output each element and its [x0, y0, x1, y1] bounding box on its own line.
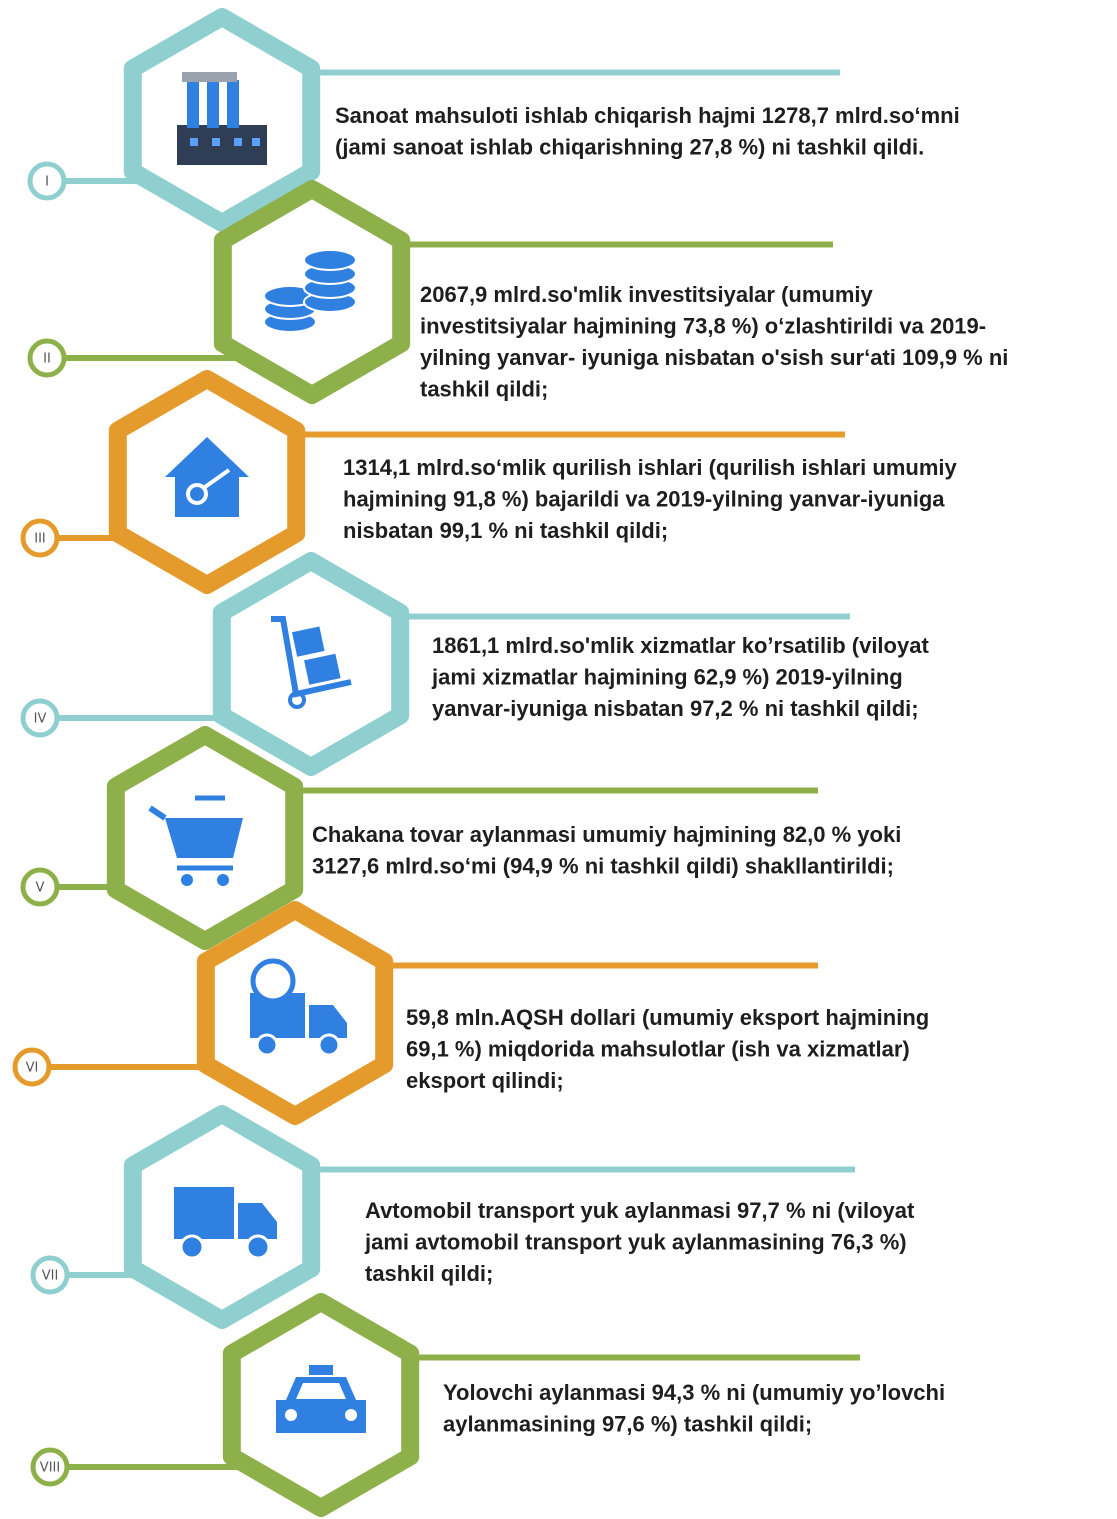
description-line: Sanoat mahsuloti ishlab chiqarish hajmi …	[335, 103, 960, 128]
icon	[309, 1365, 333, 1375]
numeral-circle	[27, 338, 67, 378]
icon	[252, 138, 260, 146]
description-line: investitsiyalar hajmining 73,8 %) o‘zlas…	[420, 313, 986, 338]
description-line: tashkil qildi;	[420, 376, 548, 401]
icon	[250, 958, 296, 1004]
item: VI 59,8 mln.AQSH dollari (umumiy eksport …	[12, 901, 929, 1125]
description-line: 1314,1 mlrd.so‘mlik qurilish ishlari (qu…	[343, 455, 958, 480]
numeral-circle	[20, 698, 60, 738]
icon	[255, 1033, 279, 1057]
icon	[181, 874, 193, 886]
numeral: VIII	[40, 1461, 60, 1476]
numeral-circle	[20, 867, 60, 907]
icon	[296, 1383, 346, 1399]
icon	[238, 1203, 277, 1239]
description-line: 59,8 mln.AQSH dollari (umumiy eksport ha…	[406, 1005, 929, 1030]
description-line: Yolovchi aylanmasi 94,3 % ni (umumiy yo’…	[443, 1380, 945, 1405]
icon	[187, 80, 199, 128]
description-line: jami avtomobil transport yuk aylanmasini…	[364, 1229, 907, 1254]
icon	[271, 616, 352, 698]
icon	[304, 653, 341, 685]
icon	[165, 437, 249, 517]
item: VII Avtomobil transport yuk aylanmasi 97,…	[30, 1105, 915, 1329]
item: III 1314,1 mlrd.so‘mlik qurilish ishlari …	[20, 370, 958, 594]
icon	[203, 468, 231, 489]
numeral: IV	[34, 712, 47, 727]
description-line: tashkil qildi;	[365, 1261, 493, 1286]
icon	[217, 874, 229, 886]
icon	[234, 138, 242, 146]
icon	[148, 805, 167, 821]
numeral: V	[36, 881, 45, 896]
icon	[303, 249, 357, 271]
numeral: I	[45, 175, 49, 190]
description-line: eksport qilindi;	[406, 1068, 564, 1093]
description-line: 2067,9 mlrd.so'mlik investitsiyalar (umu…	[420, 282, 874, 307]
description-line: hajmining 91,8 %) bajarildi va 2019-yiln…	[343, 486, 945, 511]
description-line: jami xizmatlar hajmining 62,9 %) 2019-yi…	[431, 664, 903, 689]
icon	[179, 1234, 205, 1260]
icon	[291, 626, 325, 657]
icon	[317, 1033, 341, 1057]
item: VIII Yolovchi aylanmasi 94,3 % ni (umumiy…	[30, 1293, 945, 1517]
icon	[309, 1005, 347, 1038]
icon	[345, 1409, 357, 1421]
icon	[227, 80, 239, 128]
icon	[186, 483, 208, 505]
numeral-circle	[30, 1447, 70, 1487]
description-line: (jami sanoat ishlab chiqarishning 27,8 %…	[335, 134, 924, 159]
icon	[165, 818, 243, 858]
numeral-circle	[20, 518, 60, 558]
icon	[174, 1187, 234, 1239]
icon	[182, 72, 237, 82]
numeral-circle	[12, 1047, 52, 1087]
icon	[245, 1234, 271, 1260]
numeral: VI	[26, 1061, 39, 1076]
description-line: 69,1 %) miqdorida mahsulotlar (ish va xi…	[406, 1036, 910, 1061]
numeral: VII	[42, 1269, 59, 1284]
description-line: 3127,6 mlrd.so‘mi (94,9 % ni tashkil qil…	[312, 853, 894, 878]
icon	[190, 138, 198, 146]
item: II 2067,9 mlrd.so'mlik investitsiyalar (u…	[27, 180, 1008, 404]
numeral: III	[34, 532, 46, 547]
item: IV 1861,1 mlrd.so'mlik xizmatlar ko’rsati…	[20, 552, 929, 776]
icon	[212, 138, 220, 146]
description-line: Chakana tovar aylanmasi umumiy hajmining…	[312, 822, 901, 847]
description-line: aylanmasining 97,6 %) tashkil qildi;	[443, 1411, 812, 1436]
item: V Chakana tovar aylanmasi umumiy hajminin…	[20, 726, 901, 950]
hexagon	[123, 8, 321, 232]
numeral: II	[43, 352, 51, 367]
description-line: 1861,1 mlrd.so'mlik xizmatlar ko’rsatili…	[432, 633, 929, 658]
numeral-circle	[27, 161, 67, 201]
numeral-circle	[30, 1255, 70, 1295]
icon	[288, 691, 306, 709]
icon	[207, 80, 219, 128]
item: I Sanoat mahsuloti ishlab chiqarish hajmi…	[27, 8, 960, 232]
icon	[285, 1409, 297, 1421]
description-line: yilning yanvar- iyuniga nisbatan o'sish …	[420, 345, 1008, 370]
description-line: Avtomobil transport yuk aylanmasi 97,7 %…	[365, 1198, 915, 1223]
description-line: yanvar-iyuniga nisbatan 97,2 % ni tashki…	[432, 696, 919, 721]
description-line: nisbatan 99,1 % ni tashkil qildi;	[343, 518, 668, 543]
icon	[276, 1377, 366, 1433]
